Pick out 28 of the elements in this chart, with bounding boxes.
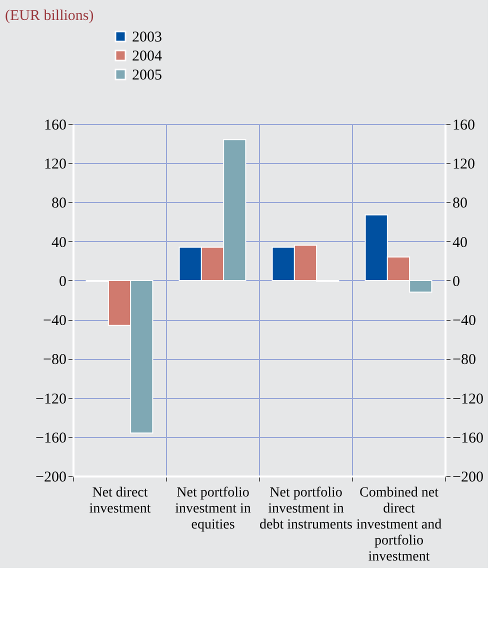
legend-label: 2005 [132,68,162,84]
x-tick-label: Net portfolio investment in equities [175,486,251,532]
y2-tick-label: 80 [452,196,468,212]
chart-title: (EUR billions) [5,8,94,24]
y-tick-label: −40 [43,313,66,330]
legend-label: 2004 [132,48,162,64]
y2-tick-label: −200 [452,470,484,486]
y-tick-label: −200 [36,470,66,486]
y2-tick-label: −80 [452,352,476,368]
y2-tick-label: 160 [452,118,475,134]
y-tick-label: 80 [52,196,66,212]
y-tick-label: 120 [44,156,66,173]
y-tick-label: 40 [52,234,66,251]
y2-tick-label: −40 [452,313,476,330]
y2-tick-label: −120 [452,391,484,408]
y2-tick-label: −160 [452,430,484,446]
y2-tick-label: 120 [452,156,475,173]
y-tick-label: 0 [59,274,66,290]
y2-tick-label: 0 [452,274,460,290]
legend-label: 2003 [132,30,162,46]
y-tick-label: −120 [36,391,66,408]
y-tick-label: −80 [43,352,66,368]
x-tick-label: Combined net direct investment and portfolio investment [356,486,442,564]
x-tick-label: Net portfolio investment in debt instruments [260,486,352,532]
y2-tick-label: 40 [452,234,468,251]
y-tick-label: −160 [36,430,66,446]
y-tick-label: 160 [44,118,66,134]
x-tick-label: Net direct investment [89,486,151,516]
